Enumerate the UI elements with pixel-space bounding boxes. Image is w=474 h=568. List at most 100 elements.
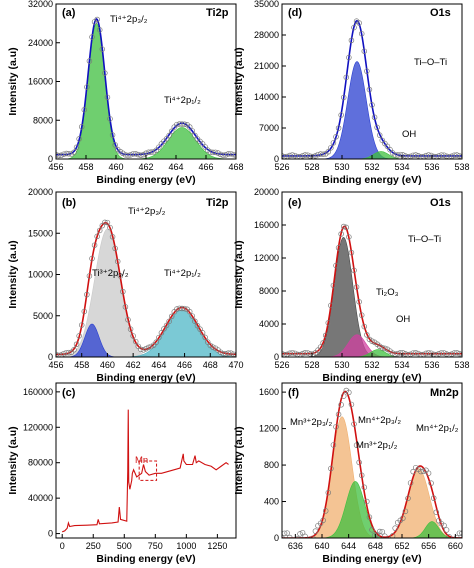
- x-tick-label: 466: [177, 360, 192, 370]
- data-point: [343, 224, 350, 231]
- y-tick-label: 0: [48, 529, 53, 539]
- data-point: [58, 352, 64, 357]
- data-point: [389, 533, 396, 538]
- data-point: [148, 149, 154, 155]
- x-tick-label: 460: [100, 360, 115, 370]
- annotation-label: Ti⁴⁺2p₁/₂: [164, 268, 201, 279]
- component-peak-3: [56, 309, 236, 357]
- data-point: [400, 152, 406, 158]
- data-point: [364, 498, 370, 505]
- data-point: [322, 332, 329, 339]
- component-peak-1: [282, 61, 462, 159]
- data-point: [66, 151, 72, 157]
- data-point: [163, 322, 170, 329]
- data-point: [117, 273, 124, 279]
- panel-title: Mn2p: [430, 387, 459, 399]
- data-point: [358, 472, 365, 479]
- data-point: [348, 37, 355, 44]
- data-point: [415, 350, 422, 357]
- data-point: [412, 152, 419, 158]
- data-point: [420, 468, 427, 475]
- data-point: [215, 150, 221, 156]
- data-point: [78, 124, 85, 130]
- x-tick-label: 644: [341, 541, 356, 551]
- data-point: [410, 152, 416, 159]
- data-point: [148, 343, 154, 350]
- data-point: [415, 153, 422, 159]
- data-point: [91, 242, 98, 248]
- x-tick-label: 458: [78, 162, 93, 172]
- data-point: [418, 468, 424, 475]
- data-point: [353, 442, 360, 448]
- x-tick-label: 538: [454, 360, 469, 370]
- data-point: [94, 233, 100, 240]
- data-point: [181, 121, 188, 127]
- annotation-label: Ti–O–Ti: [408, 234, 441, 245]
- data-point: [425, 470, 432, 476]
- data-point: [292, 350, 298, 357]
- x-tick-label: 656: [421, 541, 436, 551]
- data-point: [76, 136, 82, 142]
- data-point: [333, 134, 339, 140]
- data-point: [186, 308, 193, 315]
- data-point: [361, 48, 368, 54]
- data-point: [207, 149, 214, 155]
- data-point: [366, 514, 373, 520]
- data-point: [176, 121, 183, 127]
- data-point: [394, 350, 401, 357]
- data-point: [335, 245, 342, 251]
- data-point: [351, 24, 357, 31]
- data-point: [168, 313, 175, 320]
- x-tick-label: 536: [424, 162, 439, 172]
- y-tick-label: 14000: [254, 92, 279, 102]
- data-point: [94, 16, 100, 23]
- data-point: [189, 128, 196, 134]
- data-point: [217, 151, 224, 158]
- data-point: [379, 529, 386, 535]
- data-point: [210, 149, 216, 156]
- data-point: [358, 312, 365, 318]
- x-tick-label: 456: [48, 360, 63, 370]
- data-point: [174, 121, 180, 128]
- y-axis-label: Intensity (a.u): [7, 47, 19, 115]
- data-point: [114, 258, 121, 265]
- data-point: [369, 102, 375, 108]
- panel-d: 526 528 530 532 534 536 538 0 7000 14000 21000 2800…: [233, 0, 470, 186]
- data-point: [76, 333, 82, 339]
- data-point: [433, 351, 440, 357]
- data-point: [132, 338, 139, 345]
- x-tick-label: 468: [203, 360, 218, 370]
- data-point: [304, 152, 311, 158]
- data-point: [228, 350, 234, 356]
- annotation-label: Mn³⁺2p₁/₂: [356, 440, 398, 451]
- data-point: [158, 330, 165, 336]
- annotation-label: Mn⁴⁺2p₁/₂: [416, 423, 459, 434]
- data-point: [73, 144, 80, 151]
- data-point: [312, 153, 319, 159]
- x-tick-label: 462: [126, 360, 141, 370]
- x-axis-label: Binding energy (eV): [96, 553, 195, 565]
- data-point: [102, 219, 108, 226]
- x-tick-label: 750: [148, 541, 163, 551]
- data-point: [166, 132, 172, 139]
- data-point: [308, 540, 313, 545]
- data-point: [346, 234, 352, 240]
- data-point: [335, 125, 342, 131]
- survey-spectrum: [62, 409, 229, 533]
- plot-area: [282, 387, 462, 545]
- data-point: [333, 262, 339, 269]
- y-axis-label: Intensity (a.u): [233, 240, 245, 308]
- data-point: [420, 153, 427, 159]
- data-point: [454, 152, 460, 158]
- panel-f: 636 640 644 648 652 656 660 0 400 800 1200 1600 Bind…: [233, 382, 463, 565]
- plot-frame: [281, 191, 463, 358]
- data-point: [392, 525, 398, 531]
- x-tick-label: 1250: [207, 541, 227, 551]
- data-point: [356, 299, 362, 305]
- fit-envelope: [282, 390, 462, 538]
- data-point: [325, 148, 332, 155]
- data-point: [84, 291, 90, 298]
- panel-letter: (e): [288, 197, 302, 209]
- data-point: [361, 484, 368, 491]
